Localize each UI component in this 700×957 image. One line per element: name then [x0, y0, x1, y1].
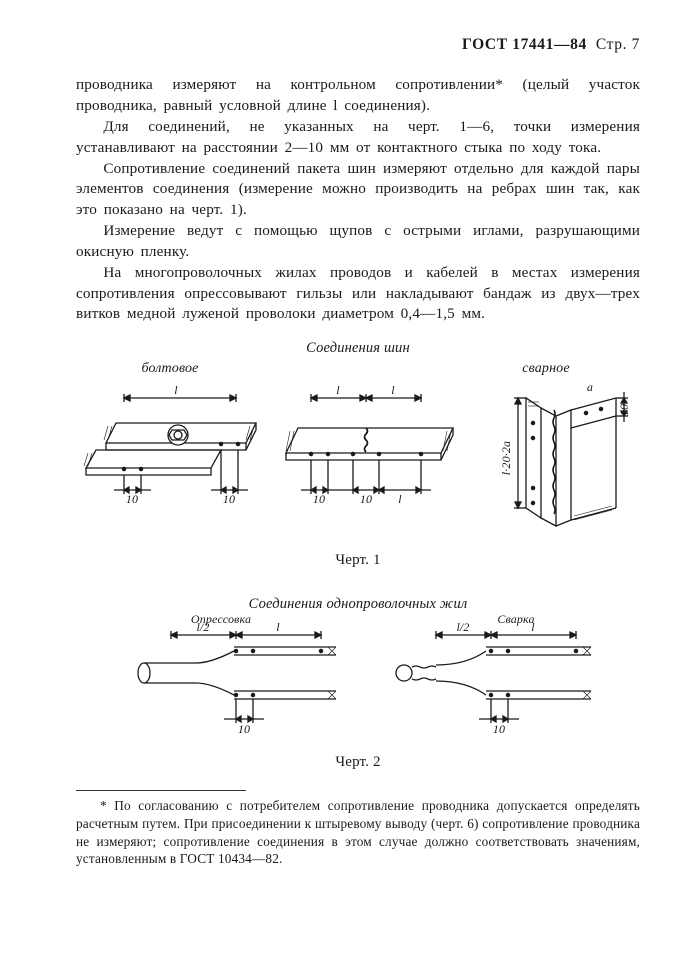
dim-l-a: l: [276, 620, 280, 634]
page-label: Стр.: [596, 36, 627, 53]
figure-2-svg: Опрессовка l/2 l: [76, 615, 636, 750]
dim-l-b: l: [531, 620, 535, 634]
label-bolt: болтовое: [77, 359, 263, 378]
footnote-separator: [76, 790, 246, 791]
label-weld: Сварка: [497, 615, 534, 626]
paragraph-2: Для соединений, не указанных на черт. 1—…: [76, 117, 640, 159]
dim-l2-b: l/2: [456, 620, 469, 634]
label-weld: сварное: [453, 359, 639, 378]
paragraph-1: проводника измеряют на контрольном сопро…: [76, 75, 640, 117]
dim-a: a: [587, 380, 593, 394]
figure-1-caption: Черт. 1: [76, 550, 640, 571]
footnote: * По согласованию с потребителем сопроти…: [76, 797, 640, 868]
figure-1: Соединения шин болтовое сварное l: [76, 339, 640, 571]
figure-1-svg: l: [76, 378, 636, 548]
paragraph-3: Сопротивление соединений пакета шин изме…: [76, 159, 640, 221]
document-page: ГОСТ 17441—84 Стр. 7 проводника измеряют…: [0, 0, 700, 957]
dim-l2-a: l/2: [196, 620, 209, 634]
dim-l: l: [174, 383, 178, 397]
figure-2-caption: Черт. 2: [76, 752, 640, 773]
dim-l-m2: l: [391, 383, 395, 397]
paragraph-5: На многопроволочных жилах проводов и каб…: [76, 263, 640, 325]
dim-l-m3: l: [398, 492, 402, 506]
dim-10-m2: 10: [360, 492, 372, 506]
dim-l2a: l·20·2a: [499, 441, 513, 475]
figure-2: Соединения однопроволочных жил Опрессовк…: [76, 595, 640, 772]
dim-10-2b: 10: [493, 722, 505, 736]
page-number: 7: [632, 36, 640, 53]
gost-number: ГОСТ 17441—84: [462, 36, 587, 53]
paragraph-4: Измерение ведут с помощью щупов с острым…: [76, 221, 640, 263]
figure-2-title: Соединения однопроволочных жил: [76, 595, 640, 615]
dim-l-m1: l: [336, 383, 340, 397]
figure-1-title: Соединения шин: [76, 339, 640, 359]
dim-10-a: 10: [126, 492, 138, 506]
dim-10-m1: 10: [313, 492, 325, 506]
figure-1-labels: болтовое сварное: [76, 359, 640, 378]
dim-10-2a: 10: [238, 722, 250, 736]
dim-10-r1: 10: [617, 404, 631, 416]
dim-10-b: 10: [223, 492, 235, 506]
page-header: ГОСТ 17441—84 Стр. 7: [76, 34, 640, 55]
